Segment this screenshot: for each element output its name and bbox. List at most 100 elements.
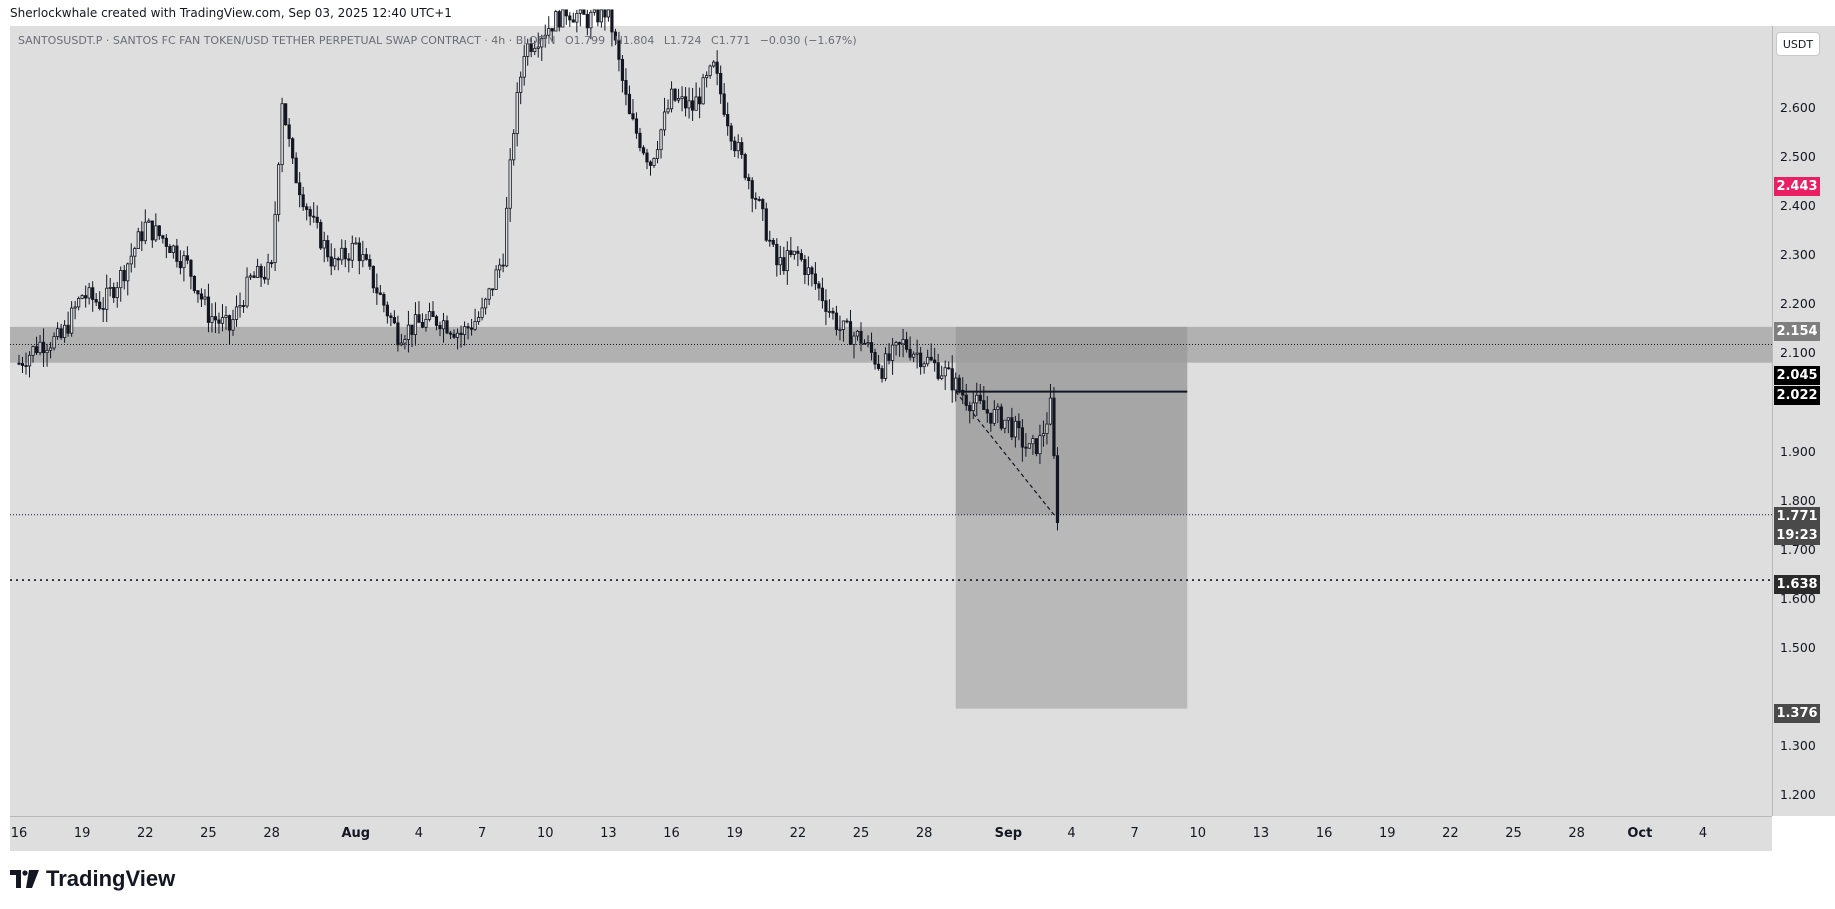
candle-body-100 [368,259,372,267]
x-tick-label: 25 [1505,826,1522,841]
x-tick-label: 19 [1378,826,1396,841]
candle-body-258 [922,363,926,368]
candle-body-262 [936,362,940,379]
candle-body-218 [782,257,786,272]
candle-body-196 [705,75,709,79]
candle-body-223 [799,253,803,260]
y-tick-label: 2.500 [1780,149,1816,165]
candle-body-157 [568,15,572,21]
candle-body-76 [284,103,288,126]
candle-body-102 [375,287,379,294]
candle-body-149 [540,37,544,48]
candle-body-104 [382,294,386,306]
candle-body-286 [1020,427,1024,448]
candle-body-131 [476,317,481,322]
candle-body-225 [806,267,810,276]
chart-pane[interactable] [10,26,1772,816]
x-tick-label: 7 [477,826,487,841]
candle-body-22 [94,299,98,303]
candle-body-29 [119,270,123,289]
candle-body-144 [522,56,526,78]
candle-body-93 [343,247,347,260]
candle-body-1 [20,362,25,366]
candle-body-113 [413,314,418,335]
candle-body-245 [876,363,881,369]
candle-body-173 [624,80,628,95]
candle-body-278 [992,409,996,424]
candle-body-252 [901,339,905,345]
candle-body-2 [24,365,28,367]
candle-body-111 [406,324,411,340]
candle-body-156 [564,9,568,17]
candle-body-255 [912,353,916,358]
candle-body-202 [726,114,730,127]
x-tick-label: 28 [915,826,933,841]
candle-body-183 [659,129,663,151]
candle-body-212 [761,199,765,210]
candle-body-36 [143,221,147,242]
x-tick-label: Sep [994,826,1023,841]
candle-body-206 [740,142,744,155]
candle-body-256 [915,352,919,355]
candle-body-138 [501,264,505,267]
candle-body-169 [610,9,614,33]
candle-body-185 [666,108,670,113]
y-tick-label: 2.300 [1780,247,1816,263]
candle-body-250 [894,342,898,346]
candle-body-136 [494,269,498,290]
x-tick-label: 10 [536,826,554,841]
candle-body-73 [273,214,277,264]
candle-body-123 [448,332,453,335]
x-tick-label: 13 [600,826,617,841]
candle-body-284 [1013,420,1017,438]
candle-body-161 [582,9,586,15]
candle-body-158 [571,19,575,23]
candle-body-112 [410,324,414,335]
time-axis[interactable] [10,816,1772,851]
candle-body-26 [108,286,112,289]
candle-body-155 [561,9,565,28]
candle-body-81 [301,194,305,208]
candle-body-181 [652,158,656,166]
candle-body-99 [364,254,368,260]
candle-body-101 [371,265,375,289]
candle-body-121 [441,320,446,330]
price-axis[interactable] [1772,26,1835,816]
symbol-legend: SANTOSUSDT.P · SANTOS FC FAN TOKEN/USD T… [18,34,857,47]
candle-body-292 [1041,433,1046,437]
candle-body-151 [547,28,551,36]
candle-body-222 [796,250,800,254]
candle-body-11 [55,328,60,337]
x-tick-label: 10 [1189,826,1207,841]
candle-body-134 [487,288,491,300]
currency-button[interactable]: USDT [1776,32,1820,56]
candle-body-180 [648,161,653,166]
candle-body-110 [403,339,407,344]
candle-body-282 [1006,417,1010,421]
candle-body-44 [171,245,175,254]
candle-body-41 [161,235,165,239]
candle-body-107 [392,317,396,324]
candle-body-82 [305,206,309,210]
candle-body-20 [87,287,91,299]
candle-body-277 [989,412,993,424]
y-tick-label: 1.200 [1780,787,1816,802]
candle-body-285 [1017,420,1021,429]
x-tick-label: 19 [726,826,743,841]
candle-body-53 [203,296,207,300]
x-tick-label: 13 [1252,826,1270,841]
candle-body-194 [698,96,702,105]
tradingview-logo-text: TradingView [46,866,176,891]
candle-body-119 [434,316,439,326]
y-tick-label: 1.300 [1780,737,1816,753]
candle-body-32 [129,255,133,265]
candle-body-220 [789,250,793,255]
tradingview-logo[interactable]: TradingView [10,866,175,892]
candle-body-141 [512,133,516,161]
candle-body-230 [824,300,828,312]
candle-body-165 [596,9,600,23]
candle-body-264 [943,367,947,377]
symbol-description: SANTOSUSDT.P · SANTOS FC FAN TOKEN/USD T… [18,34,556,47]
candle-body-168 [606,9,611,18]
